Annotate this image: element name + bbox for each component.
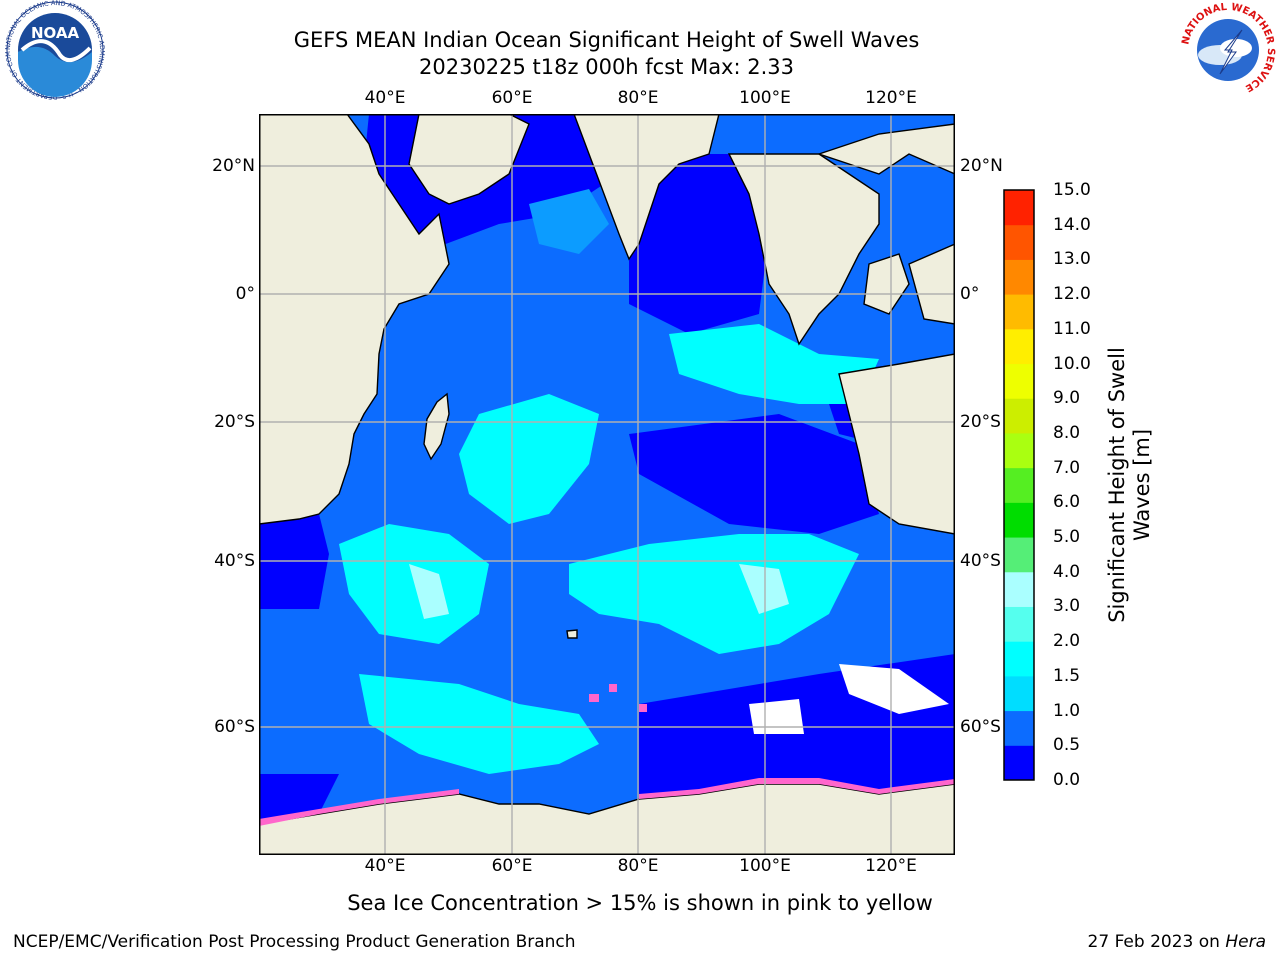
- lat-tick-right: 20°S: [960, 412, 1001, 432]
- colorbar: [1003, 189, 1035, 781]
- nws-logo: NATIONAL WEATHER SERVICE: [1180, 2, 1276, 97]
- colorbar-bin: [1004, 641, 1034, 677]
- colorbar-tick-label: 3.0: [1053, 596, 1081, 617]
- lat-tick-left: 20°N: [212, 156, 255, 176]
- colorbar-bin: [1004, 432, 1034, 469]
- lat-tick-left: 20°S: [214, 412, 255, 432]
- colorbar-bin: [1004, 328, 1034, 365]
- colorbar-tick-label: 13.0: [1053, 249, 1091, 270]
- lon-tick-bottom: 60°E: [491, 856, 533, 876]
- lat-tick-right: 60°S: [960, 717, 1001, 737]
- lat-tick-left: 0°: [235, 284, 255, 304]
- lon-tick-bottom: 80°E: [617, 856, 659, 876]
- colorbar-tick-label: 15.0: [1053, 180, 1091, 200]
- colorbar-bin: [1004, 745, 1034, 781]
- credit-left: NCEP/EMC/Verification Post Processing Pr…: [13, 932, 576, 952]
- colorbar-bin: [1004, 606, 1034, 642]
- colorbar-tick-label: 5.0: [1053, 527, 1081, 548]
- colorbar-tick-label: 6.0: [1053, 492, 1081, 513]
- lat-tick-left: 40°S: [214, 551, 255, 571]
- lon-tick-top: 120°E: [865, 88, 917, 108]
- lat-tick-right: 0°: [960, 284, 980, 304]
- lon-tick-bottom: 120°E: [865, 856, 917, 876]
- map-frame: [259, 114, 955, 855]
- colorbar-bin: [1004, 467, 1034, 503]
- lat-tick-right: 20°N: [960, 156, 1003, 176]
- colorbar-bin: [1004, 190, 1034, 226]
- colorbar-tick-label: 1.5: [1053, 665, 1081, 686]
- colorbar-tick-label: 10.0: [1053, 353, 1091, 374]
- colorbar-tick-label: 0.0: [1053, 770, 1081, 790]
- colorbar-bin: [1004, 294, 1034, 330]
- colorbar-bin: [1004, 571, 1034, 607]
- credit-right: 27 Feb 2023 on Hera: [1087, 932, 1266, 952]
- map-panel: [259, 114, 955, 855]
- colorbar-bin: [1004, 675, 1034, 712]
- lon-tick-top: 60°E: [491, 88, 533, 108]
- lon-tick-bottom: 40°E: [364, 856, 406, 876]
- colorbar-bin: [1004, 710, 1034, 746]
- colorbar-tick-label: 0.5: [1053, 735, 1081, 756]
- noaa-logo-text: NOAA: [31, 24, 80, 42]
- lat-tick-left: 60°S: [214, 717, 255, 737]
- colorbar-tick-label: 11.0: [1053, 318, 1091, 339]
- colorbar-tick-label: 2.0: [1053, 631, 1081, 652]
- lon-tick-bottom: 100°E: [739, 856, 791, 876]
- graticule: [259, 114, 955, 855]
- swell-peak-regions: [409, 564, 789, 619]
- colorbar-bin: [1004, 224, 1034, 260]
- lat-tick-right: 40°S: [960, 551, 1001, 571]
- colorbar-bin: [1004, 502, 1034, 538]
- colorbar-bin: [1004, 398, 1034, 434]
- colorbar-tick-label: 1.0: [1053, 700, 1081, 721]
- map-subtitle: 20230225 t18z 000h fcst Max: 2.33: [419, 55, 794, 79]
- colorbar-bin: [1004, 259, 1034, 295]
- colorbar-tick-label: 14.0: [1053, 214, 1091, 235]
- colorbar-frame: [1003, 189, 1035, 781]
- colorbar-tick-label: 8.0: [1053, 422, 1081, 443]
- colorbar-tick-label: 4.0: [1053, 561, 1081, 582]
- lon-tick-top: 40°E: [364, 88, 406, 108]
- colorbar-tick-label: 12.0: [1053, 284, 1091, 305]
- noaa-logo: NATIONAL OCEANIC AND ATMOSPHERIC ADMINIS…: [0, 0, 106, 100]
- colorbar-tick-label: 9.0: [1053, 388, 1081, 409]
- colorbar-tick-label: 7.0: [1053, 457, 1081, 478]
- sea-ice-band: [259, 684, 955, 826]
- lon-tick-top: 80°E: [617, 88, 659, 108]
- map-title: GEFS MEAN Indian Ocean Significant Heigh…: [293, 28, 920, 52]
- sea-ice-caption: Sea Ice Concentration > 15% is shown in …: [347, 891, 933, 915]
- lon-tick-top: 100°E: [739, 88, 791, 108]
- colorbar-label: Significant Height of Swell Waves [m]: [1105, 347, 1154, 623]
- colorbar-bin: [1004, 537, 1034, 573]
- no-data-regions: [749, 664, 949, 734]
- credit-host: Hera: [1225, 932, 1266, 952]
- swell-high-regions: [339, 189, 879, 774]
- colorbar-bin: [1004, 363, 1034, 399]
